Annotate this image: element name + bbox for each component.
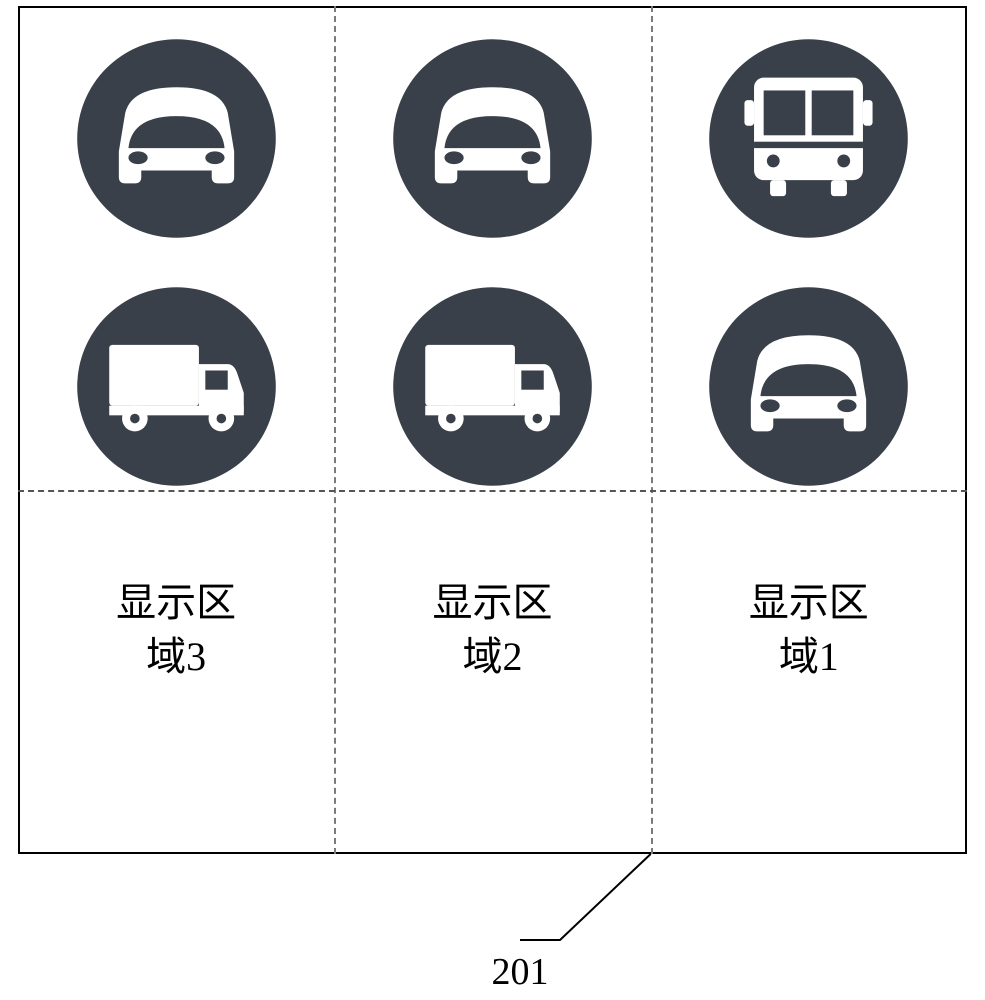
icon-cell: [390, 36, 595, 241]
label-line2: 域2: [462, 630, 522, 684]
region-label-2: 显示区 域2: [334, 576, 650, 684]
truck-icon: [390, 284, 595, 489]
label-line2: 域3: [146, 630, 206, 684]
icon-cell: [390, 284, 595, 489]
label-line1: 显示区: [116, 576, 236, 630]
column-divider-1: [334, 6, 336, 854]
region-label-3: 显示区 域3: [18, 576, 334, 684]
reference-number: 201: [460, 950, 580, 994]
icon-cell: [74, 36, 279, 241]
reference-callout: [516, 850, 655, 944]
car-icon: [74, 36, 279, 241]
diagram-canvas: 显示区 域3 显示区 域2 显示区 域1 201: [0, 0, 985, 1000]
bus-icon: [706, 36, 911, 241]
label-line1: 显示区: [432, 576, 552, 630]
icon-cell: [74, 284, 279, 489]
icon-cell: [706, 36, 911, 241]
region-label-1: 显示区 域1: [651, 576, 967, 684]
car-icon: [390, 36, 595, 241]
label-line2: 域1: [779, 630, 839, 684]
car-icon: [706, 284, 911, 489]
column-divider-2: [651, 6, 653, 854]
icon-cell: [706, 284, 911, 489]
row-divider: [18, 490, 967, 492]
label-line1: 显示区: [749, 576, 869, 630]
truck-icon: [74, 284, 279, 489]
